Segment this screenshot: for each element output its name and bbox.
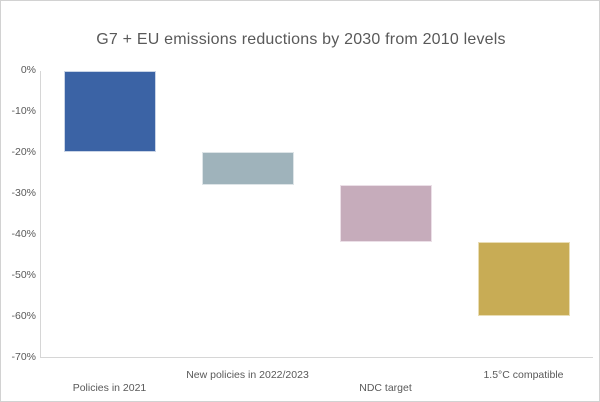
y-axis-tick-label: -10% [11,104,36,117]
bar-ndc-target [339,185,432,243]
x-axis-tick-label: 1.5°C compatible [483,369,564,381]
y-axis-tick-label: -50% [11,268,36,281]
bar-1-5-c-compatible [477,242,570,317]
x-axis-tick-label: New policies in 2022/2023 [186,369,309,381]
y-axis-tick-label: -40% [11,227,36,240]
bar-new-policies-in-2022-2023 [201,152,294,186]
x-axis-line [40,357,593,358]
y-axis-tick-label: -70% [11,350,36,363]
y-axis-line [40,70,41,357]
x-axis-tick-label: NDC target [359,382,412,394]
y-axis-tick-label: 0% [20,64,36,76]
y-axis-tick-label: -30% [11,186,36,199]
bar-policies-in-2021 [63,70,156,153]
y-axis-tick-label: -20% [11,145,36,158]
x-axis-tick-label: Policies in 2021 [72,382,147,394]
chart-title: G7 + EU emissions reductions by 2030 fro… [96,31,506,48]
y-axis-tick-label: -60% [11,309,36,322]
